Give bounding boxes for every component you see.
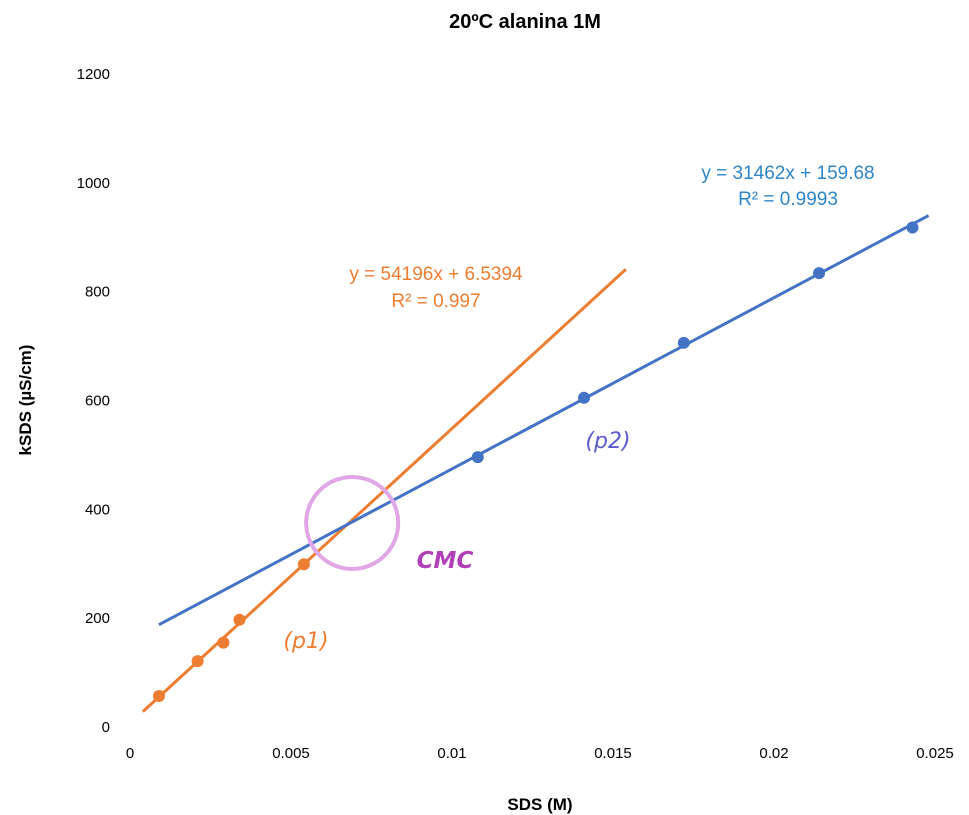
series-1-point <box>191 655 204 668</box>
series-1-point <box>233 613 246 626</box>
series-1-point <box>217 636 230 649</box>
y-tick-label: 400 <box>85 501 110 518</box>
x-tick-label: 0.015 <box>594 745 632 762</box>
x-tick-label: 0.01 <box>437 745 466 762</box>
y-tick-label: 1000 <box>77 175 110 192</box>
x-tick-label: 0 <box>126 745 134 762</box>
series-2-point <box>813 267 826 280</box>
series-1-point <box>152 689 165 702</box>
x-tick-label: 0.02 <box>759 745 788 762</box>
cmc-circle-marker <box>304 474 401 571</box>
x-tick-label: 0.005 <box>272 745 310 762</box>
y-axis-title: kSDS (µS/cm) <box>16 345 35 456</box>
series-1-equation: y = 54196x + 6.5394 <box>349 264 523 285</box>
data-points <box>152 221 919 702</box>
series-2-r2: R² = 0.9993 <box>738 189 838 210</box>
series-1-point <box>297 558 310 571</box>
x-axis-title: SDS (M) <box>507 795 572 814</box>
series-2-point <box>471 451 484 464</box>
cmc-label: CMC <box>417 548 474 574</box>
series-2-point <box>906 221 919 234</box>
series-2-point <box>578 391 591 404</box>
y-tick-label: 1200 <box>77 66 110 83</box>
series-2-equation: y = 31462x + 159.68 <box>701 163 874 184</box>
p1-label: (p1) <box>283 629 328 654</box>
p2-label: (p2) <box>585 429 630 454</box>
x-tick-labels: 0 0.005 0.01 0.015 0.02 0.025 <box>126 745 954 762</box>
series-2-trendline <box>158 214 930 627</box>
x-tick-label: 0.025 <box>916 745 954 762</box>
y-tick-labels: 0 200 400 600 800 1000 1200 <box>77 66 110 736</box>
trendlines <box>141 214 930 713</box>
y-tick-label: 200 <box>85 610 110 627</box>
series-2-point <box>677 336 690 349</box>
y-tick-label: 0 <box>102 719 110 736</box>
y-tick-label: 800 <box>85 284 110 301</box>
y-tick-label: 600 <box>85 393 110 410</box>
chart-title: 20ºC alanina 1M <box>449 11 601 33</box>
series-1-r2: R² = 0.997 <box>391 291 480 312</box>
